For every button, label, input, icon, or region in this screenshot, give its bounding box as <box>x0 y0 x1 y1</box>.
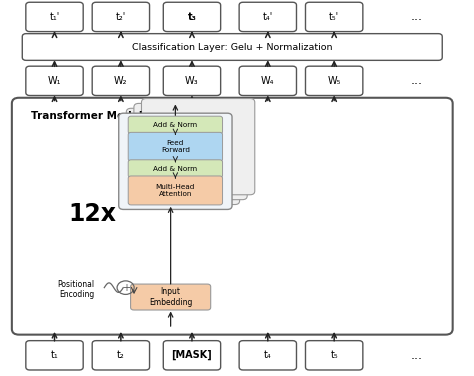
Text: ...: ... <box>411 11 423 23</box>
FancyBboxPatch shape <box>239 2 296 32</box>
FancyBboxPatch shape <box>305 2 363 32</box>
Text: [MASK]: [MASK] <box>172 350 212 361</box>
FancyBboxPatch shape <box>92 2 149 32</box>
Text: W₂: W₂ <box>114 76 128 86</box>
FancyBboxPatch shape <box>163 341 221 370</box>
FancyBboxPatch shape <box>128 160 222 177</box>
Text: t₄': t₄' <box>263 12 273 22</box>
FancyBboxPatch shape <box>163 66 221 96</box>
FancyBboxPatch shape <box>12 98 453 335</box>
Text: t₄: t₄ <box>264 350 272 360</box>
FancyBboxPatch shape <box>22 34 442 61</box>
Text: W₃: W₃ <box>185 76 199 86</box>
FancyBboxPatch shape <box>134 103 247 200</box>
Text: t₁: t₁ <box>51 350 58 360</box>
FancyBboxPatch shape <box>128 116 222 134</box>
FancyBboxPatch shape <box>305 341 363 370</box>
FancyBboxPatch shape <box>141 99 255 195</box>
FancyBboxPatch shape <box>305 66 363 96</box>
FancyBboxPatch shape <box>92 341 149 370</box>
FancyBboxPatch shape <box>26 66 83 96</box>
FancyBboxPatch shape <box>128 132 222 161</box>
FancyBboxPatch shape <box>239 66 296 96</box>
Text: Input
Embedding: Input Embedding <box>149 287 192 307</box>
Text: Positional
Encoding: Positional Encoding <box>58 280 95 299</box>
Text: Classification Layer: Gelu + Normalization: Classification Layer: Gelu + Normalizati… <box>132 42 332 52</box>
FancyBboxPatch shape <box>92 66 149 96</box>
Text: t₃: t₃ <box>188 12 196 22</box>
FancyBboxPatch shape <box>126 108 239 205</box>
Text: Add & Norm: Add & Norm <box>153 122 198 128</box>
FancyBboxPatch shape <box>26 341 83 370</box>
Text: +: + <box>122 283 129 293</box>
Text: t₅: t₅ <box>330 350 338 360</box>
FancyBboxPatch shape <box>118 113 232 209</box>
Text: t₂': t₂' <box>116 12 126 22</box>
Text: W₅: W₅ <box>328 76 341 86</box>
Text: Add & Norm: Add & Norm <box>153 166 198 171</box>
Text: W₄: W₄ <box>261 76 274 86</box>
FancyBboxPatch shape <box>163 2 221 32</box>
Text: ...: ... <box>411 74 423 87</box>
FancyBboxPatch shape <box>128 176 222 205</box>
FancyBboxPatch shape <box>130 284 210 310</box>
Text: t₁': t₁' <box>49 12 60 22</box>
Text: t₂: t₂ <box>117 350 125 360</box>
Text: Transformer Model: Transformer Model <box>31 111 142 121</box>
Text: Multi-Head
Attention: Multi-Head Attention <box>155 184 195 197</box>
Text: Feed
Forward: Feed Forward <box>161 140 190 153</box>
Text: t₅': t₅' <box>329 12 339 22</box>
FancyBboxPatch shape <box>239 341 296 370</box>
Text: W₁: W₁ <box>48 76 61 86</box>
Text: ...: ... <box>411 349 423 362</box>
FancyBboxPatch shape <box>26 2 83 32</box>
Text: 12x: 12x <box>68 202 117 226</box>
